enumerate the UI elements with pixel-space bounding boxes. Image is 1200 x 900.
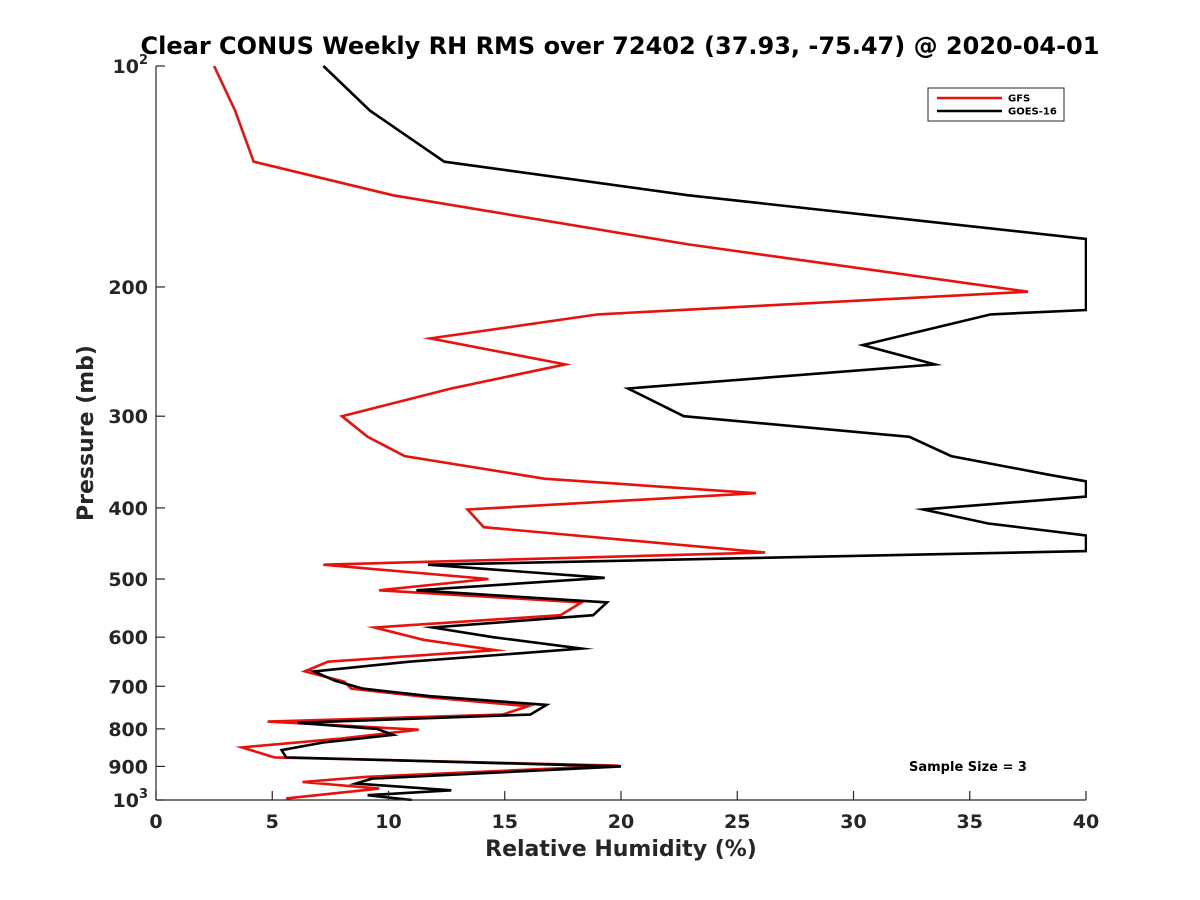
y-tick-label: 700	[108, 676, 148, 698]
series-layer	[212, 65, 1087, 801]
series-line-goes-16	[279, 65, 1087, 801]
x-tick-label: 0	[149, 811, 162, 833]
chart-title: Clear CONUS Weekly RH RMS over 72402 (37…	[141, 32, 1100, 60]
x-tick-label: 40	[1073, 811, 1099, 833]
x-ticks: 0 5 10 15 20 25 30 35 40	[149, 791, 1099, 833]
y-axis-label: Pressure (mb)	[74, 345, 99, 521]
sample-size-annotation: Sample Size = 3	[909, 760, 1027, 775]
y-tick-label: 102	[113, 53, 149, 78]
y-tick-label: 400	[108, 498, 148, 520]
x-axis-label: Relative Humidity (%)	[485, 837, 757, 862]
y-ticks: 102 200 300 400 500 600 700 800 900 103	[108, 53, 165, 812]
x-tick-label: 10	[375, 811, 401, 833]
legend: GFS GOES-16	[927, 87, 1065, 122]
legend-label-goes-16: GOES-16	[1008, 107, 1057, 118]
y-tick-label: 200	[108, 277, 148, 299]
series-line-gfs	[212, 65, 1029, 800]
x-tick-label: 25	[724, 811, 750, 833]
x-tick-label: 5	[266, 811, 279, 833]
x-tick-label: 30	[840, 811, 866, 833]
y-tick-label: 900	[108, 756, 148, 778]
y-tick-label: 800	[108, 719, 148, 741]
x-tick-label: 35	[957, 811, 983, 833]
y-tick-label: 103	[113, 787, 149, 812]
legend-label-gfs: GFS	[1008, 94, 1030, 105]
x-tick-label: 15	[492, 811, 518, 833]
y-tick-label: 500	[108, 569, 148, 591]
y-tick-label: 300	[108, 406, 148, 428]
y-tick-label: 600	[108, 627, 148, 649]
legend-box	[927, 87, 1065, 122]
x-tick-label: 20	[608, 811, 634, 833]
